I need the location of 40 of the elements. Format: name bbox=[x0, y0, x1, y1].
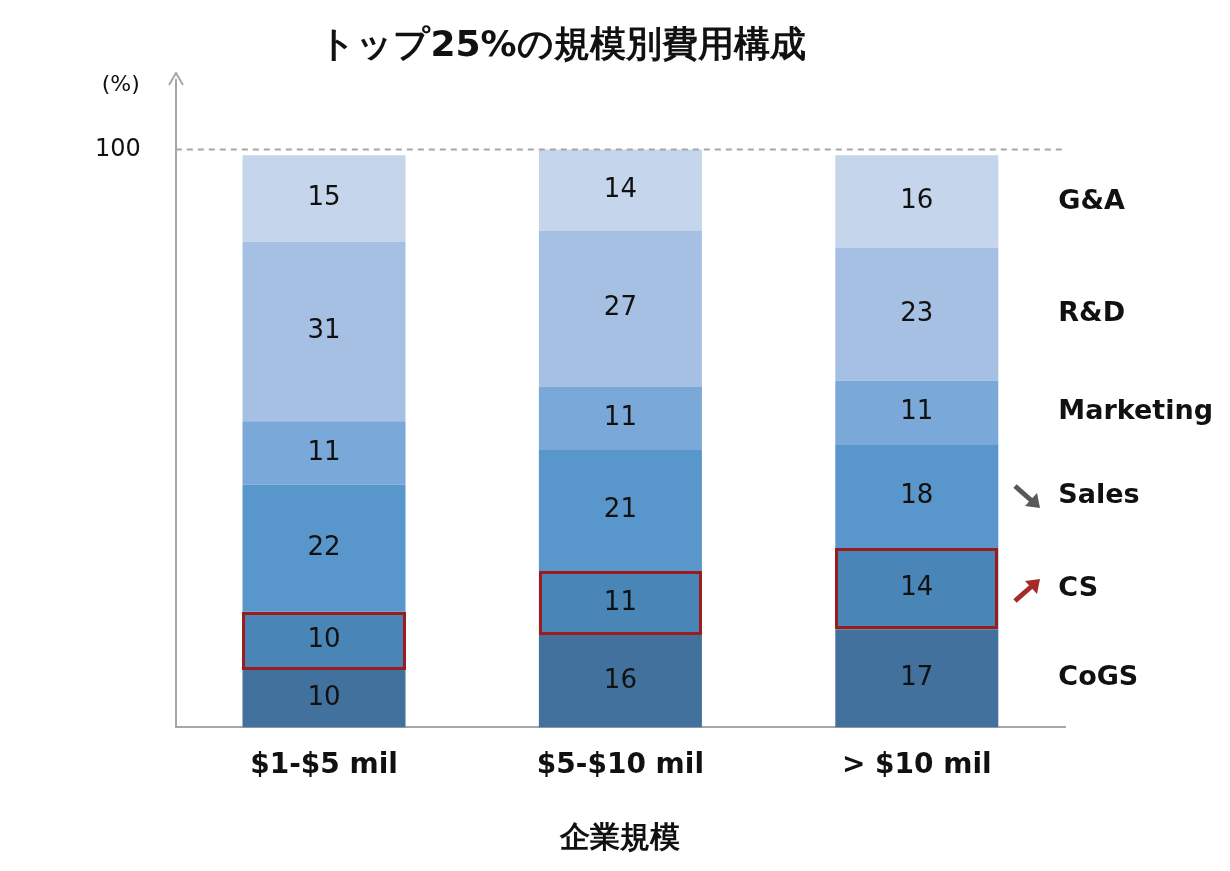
data-label: 14 bbox=[900, 571, 934, 602]
x-tick-label: $1-$5 mil bbox=[250, 747, 398, 781]
x-tick-label: > $10 mil bbox=[841, 747, 992, 781]
data-label: 10 bbox=[307, 681, 341, 712]
text: Marketing bbox=[1058, 394, 1213, 426]
text: CS bbox=[1058, 570, 1099, 602]
data-label: 10 bbox=[307, 623, 341, 654]
bar bbox=[242, 242, 406, 422]
y-tick-label: 100 bbox=[95, 133, 141, 162]
bar bbox=[835, 380, 999, 445]
data-label: 11 bbox=[603, 585, 637, 616]
data-label: 16 bbox=[900, 184, 934, 215]
bar bbox=[835, 155, 999, 248]
text: G&A bbox=[1058, 183, 1126, 215]
data-label: 16 bbox=[603, 663, 637, 694]
text: Sales bbox=[1058, 478, 1140, 510]
data-label: 27 bbox=[603, 291, 637, 322]
data-label: 18 bbox=[900, 479, 934, 510]
x-tick-label: $5-$10 mil bbox=[536, 747, 704, 781]
text: CoGS bbox=[1058, 660, 1139, 692]
data-label: 23 bbox=[900, 296, 934, 327]
bar bbox=[538, 230, 702, 387]
y-axis-title: (%) bbox=[101, 70, 140, 96]
x-axis-title: 企業規模 bbox=[559, 818, 681, 854]
chart-title: トップ25%の規模別費用構成 bbox=[319, 22, 806, 64]
data-label: 11 bbox=[603, 401, 637, 431]
data-label: 11 bbox=[307, 435, 341, 466]
data-label: 17 bbox=[900, 661, 934, 692]
text: R&D bbox=[1058, 296, 1126, 328]
bar bbox=[538, 149, 702, 231]
bar bbox=[538, 386, 702, 451]
bar bbox=[835, 247, 999, 381]
data-label: 22 bbox=[307, 531, 341, 562]
data-label: 15 bbox=[307, 181, 341, 212]
data-label: 21 bbox=[603, 493, 637, 524]
bar bbox=[242, 155, 406, 242]
data-label: 31 bbox=[307, 314, 341, 345]
data-label: 14 bbox=[603, 172, 637, 203]
bar bbox=[242, 421, 406, 485]
data-label: 11 bbox=[900, 395, 934, 426]
